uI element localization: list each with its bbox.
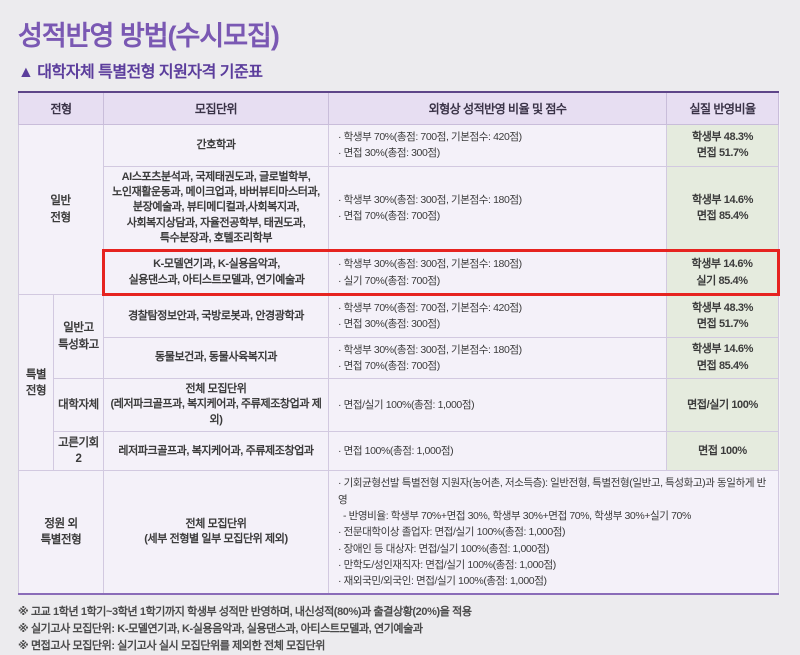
actual-ratio-cell: 면접/실기 100% — [666, 378, 779, 433]
footnotes: ※ 고교 1학년 1학기~3학년 1학기까지 학생부 성적만 반영하며, 내신성… — [18, 604, 780, 655]
unit-cell: 전체 모집단위 (레저파크골프과, 복지케어과, 주류제조창업과 제외) — [103, 378, 329, 433]
criteria-cell: · 학생부 70%(총점: 700점, 기본점수: 420점) · 면접 30%… — [328, 294, 667, 338]
group-special: 특별 전형 — [18, 294, 54, 472]
table-row: 대학자체 전체 모집단위 (레저파크골프과, 복지케어과, 주류제조창업과 제외… — [19, 378, 779, 433]
unit-cell: 전체 모집단위 (세부 전형별 일부 모집단위 제외) — [103, 470, 329, 595]
criteria-cell: · 학생부 30%(총점: 300점, 기본점수: 180점) · 실기 70%… — [328, 249, 667, 296]
actual-ratio-cell: 학생부 48.3% 면접 51.7% — [666, 124, 779, 167]
criteria-cell: · 학생부 30%(총점: 300점, 기본점수: 180점) · 면접 70%… — [328, 336, 667, 380]
table-row: AI스포츠분석과, 국제태권도과, 글로벌학부, 노인재활운동과, 메이크업과,… — [19, 165, 779, 252]
unit-cell: 경찰탐정보안과, 국방로봇과, 안경광학과 — [103, 294, 329, 338]
highlight-row: K-모델연기과, K-실용음악과, 실용댄스과, 아티스트모델과, 연기예술과 … — [19, 249, 780, 296]
footnote-line: ※ 고교 1학년 1학기~3학년 1학기까지 학생부 성적만 반영하며, 내신성… — [18, 606, 472, 619]
header-criteria: 외형상 성적반영 비율 및 점수 — [328, 91, 667, 125]
table-row: 정원 외 특별전형 전체 모집단위 (세부 전형별 일부 모집단위 제외) · … — [18, 470, 779, 595]
actual-ratio-cell: 학생부 14.6% 면접 85.4% — [666, 336, 779, 380]
criteria-cell: · 학생부 30%(총점: 300점, 기본점수: 180점) · 면접 70%… — [328, 165, 667, 252]
group-special-equal: 고른기회2 — [53, 431, 104, 472]
criteria-cell: · 기회균형선발 특별전형 지원자(농어촌, 저소득층): 일반전형, 특별전형… — [328, 470, 779, 595]
table-row: 일반 전형 간호학과 · 학생부 70%(총점: 700점, 기본점수: 420… — [18, 123, 779, 296]
header-actual: 실질 반영비율 — [666, 91, 779, 125]
admission-criteria-table: 전형 모집단위 외형상 성적반영 비율 및 점수 실질 반영비율 일반 전형 간… — [18, 91, 780, 596]
criteria-cell: · 면접/실기 100%(총점: 1,000점) — [328, 378, 667, 433]
page-subtitle: ▲ 대학자체 특별전형 지원자격 기준표 — [18, 64, 263, 81]
unit-cell: 간호학과 — [103, 124, 329, 167]
page-title: 성적반영 방법(수시모집) — [18, 21, 280, 51]
group-general: 일반 전형 — [18, 123, 104, 296]
unit-cell: AI스포츠분석과, 국제태권도과, 글로벌학부, 노인재활운동과, 메이크업과,… — [103, 165, 329, 252]
actual-ratio-cell: 학생부 48.3% 면접 51.7% — [666, 294, 779, 338]
header-unit: 모집단위 — [103, 91, 329, 125]
header-type: 전형 — [18, 91, 104, 125]
unit-cell: 동물보건과, 동물사육복지과 — [103, 336, 329, 380]
criteria-cell: · 면접 100%(총점: 1,000점) — [328, 431, 667, 472]
group-special-univ: 대학자체 — [53, 378, 104, 433]
table-row: 동물보건과, 동물사육복지과 · 학생부 30%(총점: 300점, 기본점수:… — [19, 336, 779, 380]
group-special-highschool: 일반고 특성화고 — [53, 294, 104, 380]
table-row: 고른기회2 레저파크골프과, 복지케어과, 주류제조창업과 · 면접 100%(… — [19, 431, 779, 472]
table-row: 특별 전형 일반고 특성화고 경찰탐정보안과, 국방로봇과, 안경광학과 · 학… — [18, 294, 779, 472]
actual-ratio-cell: 학생부 14.6% 면접 85.4% — [666, 165, 779, 252]
unit-cell: K-모델연기과, K-실용음악과, 실용댄스과, 아티스트모델과, 연기예술과 — [102, 249, 329, 296]
group-extra-quota: 정원 외 특별전형 — [18, 470, 104, 595]
actual-ratio-cell: 면접 100% — [666, 431, 779, 472]
footnote-line: ※ 실기고사 모집단위: K-모델연기과, K-실용음악과, 실용댄스과, 아티… — [18, 623, 423, 636]
table-header-row: 전형 모집단위 외형상 성적반영 비율 및 점수 실질 반영비율 — [18, 91, 779, 125]
criteria-cell: · 학생부 70%(총점: 700점, 기본점수: 420점) · 면접 30%… — [328, 124, 667, 167]
unit-cell: 레저파크골프과, 복지케어과, 주류제조창업과 — [103, 431, 329, 472]
footnote-line: ※ 면접고사 모집단위: 실기고사 실시 모집단위를 제외한 전체 모집단위 — [18, 640, 325, 653]
actual-ratio-cell: 학생부 14.6% 실기 85.4% — [666, 249, 780, 296]
